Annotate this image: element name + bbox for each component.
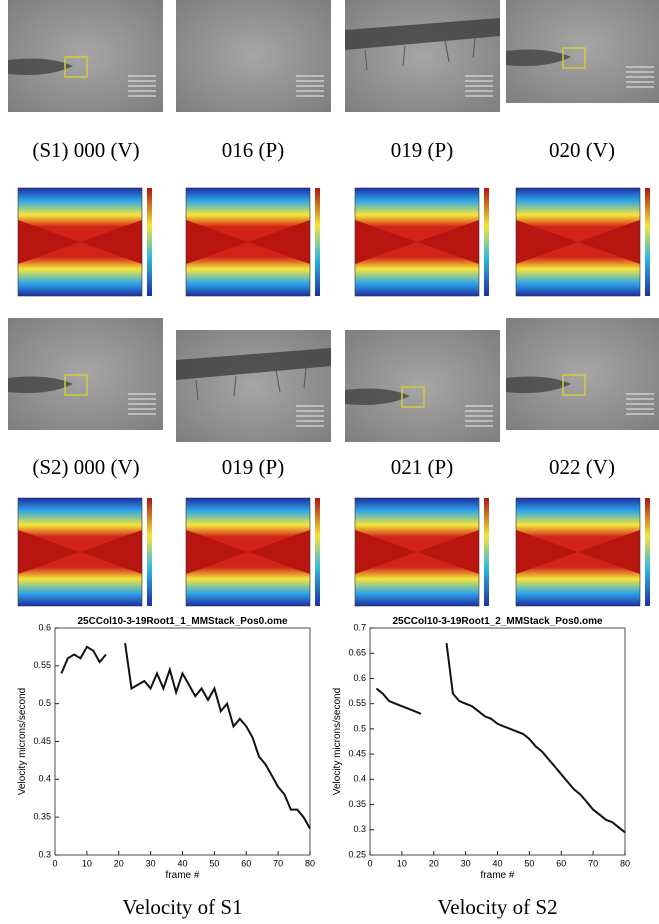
image-caption: (S2) 000 (V) <box>32 455 139 479</box>
image-caption: 016 (P) <box>222 138 284 162</box>
image-caption: 022 (V) <box>549 455 615 479</box>
microscope-image <box>8 318 163 430</box>
heatmap <box>8 490 163 615</box>
x-tick-label: 0 <box>52 858 57 868</box>
y-tick-label: 0.3 <box>353 824 366 834</box>
y-tick-label: 0.7 <box>353 622 366 632</box>
y-tick-label: 0.6 <box>38 622 51 632</box>
x-tick-label: 20 <box>429 858 439 868</box>
y-axis-label: Velocity microns/second <box>17 688 28 795</box>
x-tick-label: 10 <box>82 858 92 868</box>
y-tick-label: 0.5 <box>353 723 366 733</box>
data-line <box>375 642 626 834</box>
y-tick-label: 0.55 <box>33 660 51 670</box>
heatmap <box>506 490 659 615</box>
x-axis-label: frame # <box>481 870 515 881</box>
x-tick-label: 30 <box>146 858 156 868</box>
microscope-image <box>506 0 659 103</box>
plot-area <box>54 627 311 856</box>
x-axis-label: frame # <box>166 870 200 881</box>
x-tick-label: 50 <box>524 858 534 868</box>
heatmap <box>8 180 163 305</box>
microscope-image <box>176 330 331 442</box>
y-tick-label: 0.55 <box>348 698 366 708</box>
image-row-2: (S2) 000 (V) 019 (P) 021 (P) 022 (V) <box>8 318 659 479</box>
chart-title: 25CCol10-3-19Root1_1_MMStack_Pos0.ome <box>77 616 288 627</box>
image-caption: (S1) 000 (V) <box>32 138 139 162</box>
microscope-image <box>345 330 500 442</box>
plot-area <box>369 627 626 856</box>
y-tick-label: 0.6 <box>353 673 366 683</box>
chart-caption: Velocity of S2 <box>437 895 557 919</box>
x-tick-label: 20 <box>114 858 124 868</box>
y-tick-label: 0.45 <box>33 736 51 746</box>
x-tick-label: 0 <box>367 858 372 868</box>
heatmap <box>345 180 500 305</box>
heatmap <box>176 490 331 615</box>
x-tick-label: 30 <box>461 858 471 868</box>
x-tick-label: 60 <box>241 858 251 868</box>
microscope-image <box>176 0 331 112</box>
y-tick-label: 0.65 <box>348 648 366 658</box>
image-caption: 019 (P) <box>222 455 284 479</box>
heatmap-row-1 <box>8 180 659 305</box>
x-tick-label: 40 <box>177 858 187 868</box>
y-tick-label: 0.25 <box>348 849 366 859</box>
x-tick-label: 70 <box>273 858 283 868</box>
x-tick-label: 10 <box>397 858 407 868</box>
y-tick-label: 0.4 <box>353 774 366 784</box>
line-chart: 0 10 20 30 40 50 60 70 80 0.3 0.35 0.4 0.45 0.5 0.55 0.… <box>17 616 315 919</box>
x-tick-label: 40 <box>492 858 502 868</box>
chart-caption: Velocity of S1 <box>122 895 242 919</box>
x-tick-label: 80 <box>620 858 630 868</box>
y-tick-label: 0.5 <box>38 698 51 708</box>
heatmap <box>506 180 659 305</box>
y-tick-label: 0.3 <box>38 849 51 859</box>
line-chart: 0 10 20 30 40 50 60 70 80 0.25 0.3 0.35 0.4 0.45 0.5 0.… <box>332 616 630 919</box>
image-caption: 020 (V) <box>549 138 615 162</box>
y-tick-label: 0.35 <box>33 812 51 822</box>
data-line <box>60 642 311 829</box>
image-caption: 019 (P) <box>391 138 453 162</box>
microscope-image <box>506 318 659 430</box>
chart-title: 25CCol10-3-19Root1_2_MMStack_Pos0.ome <box>392 616 603 627</box>
x-tick-label: 70 <box>588 858 598 868</box>
image-row-1: (S1) 000 (V) 016 (P) 019 (P) 020 (V) <box>8 0 659 162</box>
microscope-image <box>345 0 500 112</box>
microscope-image <box>8 0 163 112</box>
heatmap <box>176 180 331 305</box>
y-axis-label: Velocity microns/second <box>332 688 343 795</box>
y-tick-label: 0.45 <box>348 748 366 758</box>
y-tick-label: 0.4 <box>38 774 51 784</box>
y-tick-label: 0.35 <box>348 799 366 809</box>
x-tick-label: 60 <box>556 858 566 868</box>
heatmap <box>345 490 500 615</box>
x-tick-label: 50 <box>209 858 219 868</box>
image-caption: 021 (P) <box>391 455 453 479</box>
heatmap-row-2 <box>8 490 659 615</box>
x-tick-label: 80 <box>305 858 315 868</box>
